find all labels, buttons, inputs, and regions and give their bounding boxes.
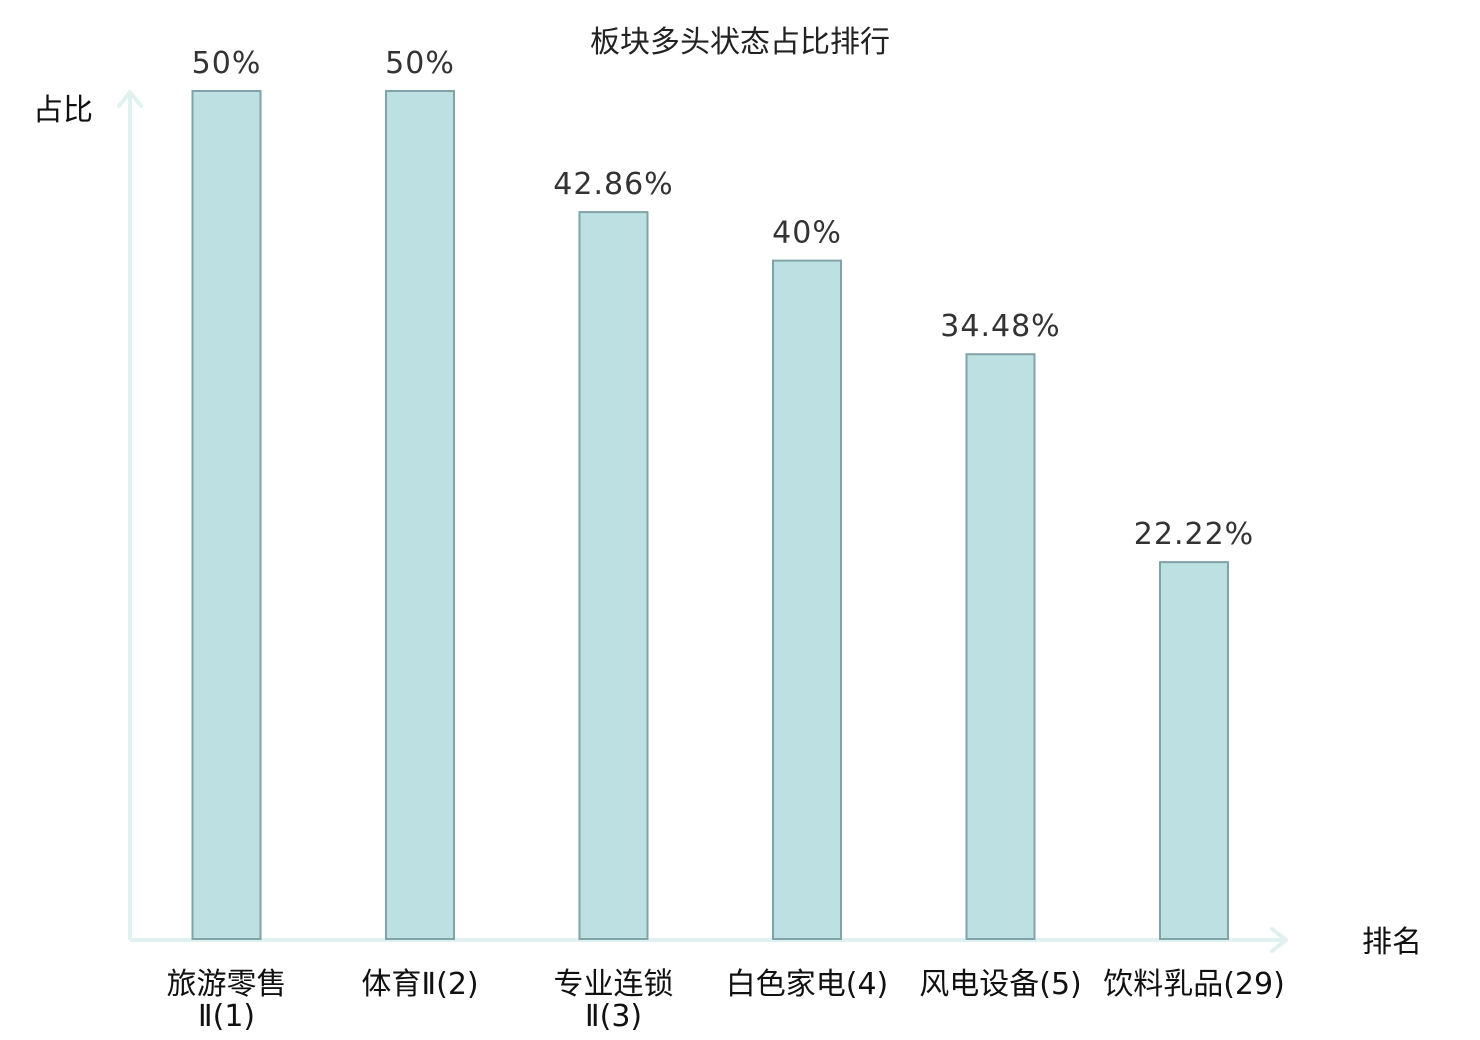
bar xyxy=(578,211,649,940)
category-label-line: 白色家电(4) xyxy=(726,967,889,1002)
y-axis-label: 占比 xyxy=(33,93,93,128)
bar xyxy=(1159,561,1229,940)
bar-value-label: 40% xyxy=(772,216,842,251)
bar xyxy=(191,90,262,940)
axes xyxy=(117,90,1288,953)
value-labels: 50% 50% 42.86% 40% 34.48% 22.22% xyxy=(192,46,1254,552)
category-label: 体育Ⅱ(2) xyxy=(361,967,478,1002)
chart-title: 板块多头状态占比排行 xyxy=(590,25,890,60)
x-axis-arrow-icon xyxy=(1270,927,1288,953)
category-label: 饮料乳品(29) xyxy=(1103,967,1285,1002)
category-label-line: 饮料乳品(29) xyxy=(1103,967,1285,1002)
y-axis-arrow-icon xyxy=(117,90,143,108)
category-labels: 旅游零售 Ⅱ(1) 体育Ⅱ(2) 专业连锁 Ⅱ(3) 白色家电(4) 风电设备(5) 饮料乳品… xyxy=(167,967,1285,1034)
bar-value-label: 50% xyxy=(385,46,455,81)
category-label: 旅游零售 Ⅱ(1) xyxy=(167,967,287,1034)
category-label: 白色家电(4) xyxy=(726,967,889,1002)
category-label-line: 旅游零售 xyxy=(167,967,287,1002)
bar xyxy=(385,90,455,940)
bar-value-label: 42.86% xyxy=(553,167,673,202)
x-axis-label: 排名 xyxy=(1362,925,1422,960)
category-label-line: Ⅱ(3) xyxy=(585,999,642,1034)
category-label: 风电设备(5) xyxy=(919,967,1082,1002)
category-label-line: 专业连锁 xyxy=(554,967,674,1002)
bars xyxy=(191,90,1229,941)
category-label-line: Ⅱ(1) xyxy=(198,999,255,1034)
bar-value-label: 34.48% xyxy=(940,309,1060,344)
category-label: 专业连锁 Ⅱ(3) xyxy=(554,967,674,1034)
category-label-line: 风电设备(5) xyxy=(919,967,1082,1002)
bar xyxy=(772,259,842,941)
bar-value-label: 22.22% xyxy=(1134,517,1254,552)
bar-value-label: 50% xyxy=(192,46,262,81)
category-label-line: 体育Ⅱ(2) xyxy=(361,967,478,1002)
bar xyxy=(965,353,1036,941)
